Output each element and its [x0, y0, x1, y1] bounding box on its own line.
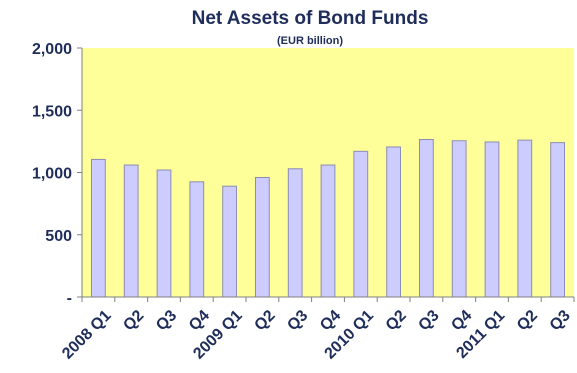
x-tick-label: Q4 — [448, 307, 475, 334]
x-tick-label: Q3 — [547, 307, 574, 334]
bar-11 — [419, 139, 434, 298]
y-tick-label: 500 — [45, 228, 72, 245]
y-axis-ticks: - 500 1,000 1,500 2,000 — [32, 41, 82, 307]
bar-4 — [189, 181, 205, 298]
x-tick-label: Q4 — [317, 307, 344, 334]
x-tick-label: Q2 — [383, 307, 410, 334]
chart-title: Net Assets of Bond Funds — [192, 8, 429, 29]
bar-12 — [451, 140, 467, 298]
bar-6 — [255, 176, 270, 298]
bar-3 — [156, 169, 172, 298]
bar-1 — [91, 158, 106, 298]
bar-13 — [484, 141, 500, 298]
x-tick-label: Q2 — [120, 307, 147, 334]
chart-subtitle: (EUR billion) — [277, 35, 343, 47]
bar-15 — [550, 142, 565, 298]
bar-8 — [320, 164, 336, 298]
y-tick-label: - — [67, 290, 72, 307]
bar-5 — [222, 185, 237, 298]
x-tick-label: Q3 — [284, 307, 311, 334]
bar-9 — [353, 150, 369, 298]
x-tick-label: Q3 — [415, 307, 442, 334]
bar-10 — [386, 146, 401, 298]
x-tick-label: Q2 — [251, 307, 278, 334]
x-tick-label: Q4 — [186, 307, 213, 334]
y-tick-label: 1,000 — [32, 166, 72, 183]
x-tick-label: Q2 — [514, 307, 541, 334]
bar-2 — [123, 164, 139, 298]
y-tick-label: 2,000 — [32, 41, 72, 58]
x-tick-label: 2008 Q1 — [59, 307, 114, 362]
y-tick-label: 1,500 — [32, 103, 72, 120]
bar-14 — [517, 139, 533, 298]
bar-7 — [287, 168, 303, 298]
x-tick-label: Q3 — [153, 307, 180, 334]
